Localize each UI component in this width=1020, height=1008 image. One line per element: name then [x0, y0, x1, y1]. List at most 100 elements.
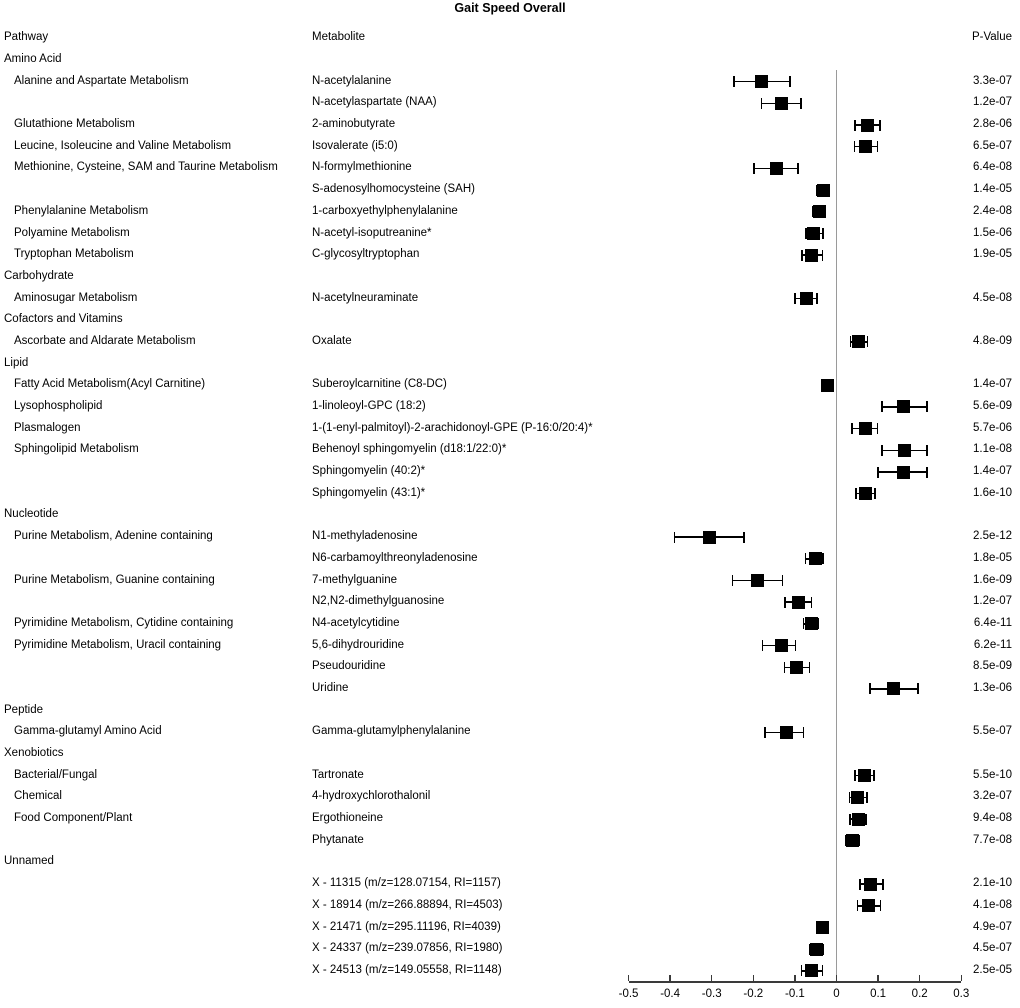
table-row: Alanine and Aspartate Metabolism N-acetyl… [0, 71, 1020, 93]
table-row: Chemical 4-hydroxychlorothalonil 3.2e-07 [0, 786, 1020, 808]
table-row: X - 18914 (m/z=266.88894, RI=4503) 4.1e-0… [0, 895, 1020, 917]
section-row: Carbohydrate [0, 266, 1020, 288]
pathway-cell: Pyrimidine Metabolism, Uracil containing [14, 638, 222, 651]
section-row: Unnamed [0, 851, 1020, 873]
metabolite-cell: Tartronate [312, 768, 364, 781]
metabolite-cell: Ergothioneine [312, 812, 383, 825]
x-axis-tick-label: 0.3 [953, 988, 970, 1000]
pvalue-cell: 1.3e-06 [972, 681, 1012, 694]
metabolite-cell: Behenoyl sphingomyelin (d18:1/22:0)* [312, 443, 507, 456]
page-title: Gait Speed Overall [454, 1, 566, 15]
pvalue-cell: 4.8e-09 [972, 334, 1012, 347]
table-row: X - 11315 (m/z=128.07154, RI=1157) 2.1e-1… [0, 873, 1020, 895]
section-label: Amino Acid [4, 53, 62, 65]
pvalue-cell: 1.6e-10 [972, 486, 1012, 499]
pathway-cell: Bacterial/Fungal [14, 768, 98, 781]
table-row: Sphingolipid Metabolism Behenoyl sphingom… [0, 439, 1020, 461]
pvalue-cell: 4.1e-08 [972, 898, 1012, 911]
table-rows: Amino Acid Alanine and Aspartate Metaboli… [0, 49, 1020, 982]
table-row: Fatty Acid Metabolism(Acyl Carnitine) Sub… [0, 374, 1020, 396]
section-row: Cofactors and Vitamins [0, 309, 1020, 331]
pvalue-cell: 1.6e-09 [972, 573, 1012, 586]
metabolite-cell: 4-hydroxychlorothalonil [312, 790, 431, 803]
metabolite-cell: 1-carboxyethylphenylalanine [312, 204, 458, 217]
table-row: X - 24513 (m/z=149.05558, RI=1148) 2.5e-0… [0, 960, 1020, 982]
metabolite-cell: X - 24337 (m/z=239.07856, RI=1980) [312, 942, 503, 955]
table-row: Aminosugar Metabolism N-acetylneuraminate… [0, 288, 1020, 310]
pathway-cell: Plasmalogen [14, 421, 81, 434]
metabolite-cell: N4-acetylcytidine [312, 616, 400, 629]
pvalue-cell: 2.8e-06 [972, 118, 1012, 131]
pathway-cell: Glutathione Metabolism [14, 118, 135, 131]
table-row: Methionine, Cysteine, SAM and Taurine Me… [0, 157, 1020, 179]
pvalue-cell: 1.4e-05 [972, 183, 1012, 196]
pvalue-cell: 5.7e-06 [972, 421, 1012, 434]
metabolite-cell: Sphingomyelin (43:1)* [312, 486, 426, 499]
pvalue-cell: 1.1e-08 [972, 443, 1012, 456]
pathway-cell: Purine Metabolism, Guanine containing [14, 573, 215, 586]
table-row: Sphingomyelin (40:2)* 1.4e-07 [0, 461, 1020, 483]
pathway-cell: Chemical [14, 790, 62, 803]
table-row: Sphingomyelin (43:1)* 1.6e-10 [0, 483, 1020, 505]
table-row: Ascorbate and Aldarate Metabolism Oxalate… [0, 331, 1020, 353]
pvalue-cell: 2.1e-10 [972, 877, 1012, 890]
metabolite-cell: Gamma-glutamylphenylalanine [312, 725, 471, 738]
column-header-pvalue: P-Value [971, 31, 1012, 43]
table-row: Pyrimidine Metabolism, Uracil containing… [0, 635, 1020, 657]
metabolite-cell: Pseudouridine [312, 660, 386, 673]
pathway-cell: Methionine, Cysteine, SAM and Taurine Me… [14, 161, 278, 174]
pvalue-cell: 4.5e-08 [972, 291, 1012, 304]
pathway-cell: Alanine and Aspartate Metabolism [14, 74, 189, 87]
section-row: Nucleotide [0, 504, 1020, 526]
pvalue-cell: 7.7e-08 [972, 833, 1012, 846]
metabolite-cell: N-formylmethionine [312, 161, 412, 174]
metabolite-cell: N-acetylalanine [312, 74, 392, 87]
table-row: Food Component/Plant Ergothioneine 9.4e-08 [0, 808, 1020, 830]
section-row: Amino Acid [0, 49, 1020, 71]
metabolite-cell: N-acetylaspartate (NAA) [312, 96, 437, 109]
x-axis-tick-label: -0.1 [784, 988, 805, 1000]
table-row: N-acetylaspartate (NAA) 1.2e-07 [0, 92, 1020, 114]
pvalue-cell: 2.5e-12 [972, 530, 1012, 543]
pvalue-cell: 1.2e-07 [972, 96, 1012, 109]
metabolite-cell: N1-methyladenosine [312, 530, 418, 543]
pvalue-cell: 6.4e-11 [973, 616, 1012, 629]
table-row: Bacterial/Fungal Tartronate 5.5e-10 [0, 765, 1020, 787]
x-axis-tick-label: 0.2 [911, 988, 928, 1000]
column-header-pathway: Pathway [4, 31, 49, 43]
metabolite-cell: N2,N2-dimethylguanosine [312, 595, 445, 608]
table-row: Plasmalogen 1-(1-enyl-palmitoyl)-2-arachi… [0, 418, 1020, 440]
metabolite-cell: 5,6-dihydrouridine [312, 638, 405, 651]
metabolite-cell: 7-methylguanine [312, 573, 398, 586]
table-row: N2,N2-dimethylguanosine 1.2e-07 [0, 591, 1020, 613]
column-header-metabolite: Metabolite [312, 31, 366, 43]
metabolite-cell: S-adenosylhomocysteine (SAH) [312, 183, 475, 196]
pvalue-cell: 5.6e-09 [972, 400, 1012, 412]
table-row: Gamma-glutamyl Amino Acid Gamma-glutamylp… [0, 721, 1020, 743]
pvalue-cell: 6.2e-11 [973, 638, 1012, 651]
section-label: Nucleotide [4, 508, 59, 521]
section-label: Lipid [4, 356, 29, 369]
pvalue-cell: 4.9e-07 [972, 920, 1012, 933]
pvalue-cell: 6.5e-07 [972, 139, 1012, 152]
pathway-cell: Aminosugar Metabolism [14, 291, 138, 304]
metabolite-cell: Sphingomyelin (40:2)* [312, 465, 426, 478]
pathway-cell: Ascorbate and Aldarate Metabolism [14, 334, 196, 347]
section-row: Lipid [0, 353, 1020, 375]
table-row: Purine Metabolism, Adenine containing N1-… [0, 526, 1020, 548]
metabolite-cell: X - 24513 (m/z=149.05558, RI=1148) [312, 963, 502, 976]
pvalue-cell: 1.8e-05 [972, 551, 1012, 564]
pvalue-cell: 5.5e-10 [972, 768, 1012, 781]
pvalue-cell: 9.4e-08 [972, 812, 1012, 825]
pathway-cell: Gamma-glutamyl Amino Acid [14, 725, 162, 738]
x-axis-tick-label: -0.5 [618, 988, 639, 1000]
section-label: Xenobiotics [4, 747, 64, 759]
table-row: Polyamine Metabolism N-acetyl-isoputreani… [0, 223, 1020, 245]
section-label: Cofactors and Vitamins [4, 313, 123, 326]
table-row: Tryptophan Metabolism C-glycosyltryptopha… [0, 244, 1020, 266]
x-axis-tick-label: -0.3 [701, 988, 722, 1000]
metabolite-cell: Oxalate [312, 334, 352, 347]
table-row: Leucine, Isoleucine and Valine Metabolis… [0, 136, 1020, 158]
metabolite-cell: Isovalerate (i5:0) [312, 139, 398, 152]
pathway-cell: Fatty Acid Metabolism(Acyl Carnitine) [14, 378, 206, 391]
